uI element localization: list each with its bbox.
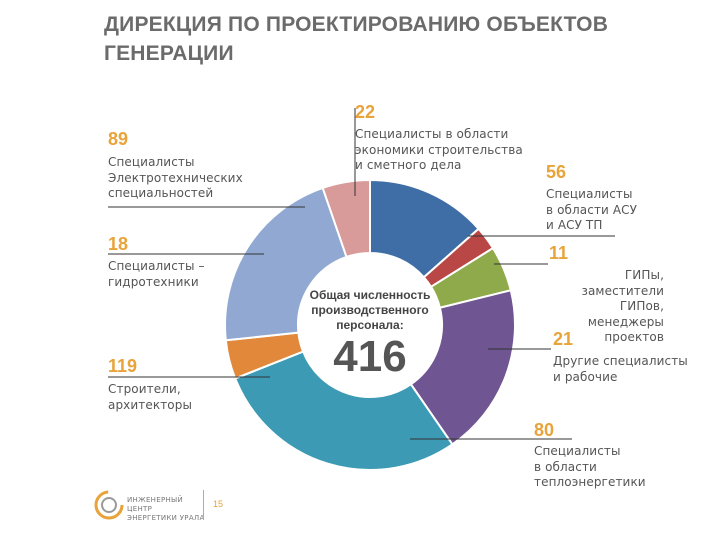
value-gip: 11 (549, 243, 569, 263)
label-asu: Специалисты в области АСУ и АСУ ТП (546, 187, 638, 232)
donut-slice-6 (224, 186, 348, 342)
value-econ: 22 (355, 102, 376, 122)
value-hydro: 18 (108, 234, 129, 254)
label-other: Другие специалисты и рабочие (553, 354, 688, 384)
donut-slices (224, 178, 516, 471)
label-hydro: Специалисты – гидротехники (108, 259, 205, 289)
donut-slice-4 (233, 350, 454, 471)
center-total: 416 (333, 332, 407, 381)
page-number: 15 (213, 499, 224, 509)
footer-divider (203, 490, 204, 520)
company-logo-icon (94, 490, 124, 520)
value-other: 21 (553, 329, 574, 349)
label-gip: ГИПы, заместители ГИПов, менеджеры проекто… (581, 268, 664, 344)
leader-lines (108, 108, 615, 440)
value-heat: 80 (534, 420, 555, 440)
value-build: 119 (108, 356, 138, 376)
label-econ: Специалисты в области экономики строитель… (355, 127, 523, 172)
company-logo-text: ИНЖЕНЕРНЫЙ ЦЕНТР ЭНЕРГЕТИКИ УРАЛА (127, 496, 205, 522)
value-elec: 89 (108, 129, 129, 149)
donut-slice-3 (409, 289, 516, 446)
value-asu: 56 (546, 162, 567, 182)
label-build: Строители, архитекторы (108, 382, 193, 412)
label-heat: Специалисты в области теплоэнергетики (534, 444, 646, 489)
donut-slice-7 (321, 178, 371, 259)
page-title: ДИРЕКЦИЯ ПО ПРОЕКТИРОВАНИЮ ОБЪЕКТОВ ГЕНЕ… (104, 13, 609, 65)
center-label: Общая численность производственного перс… (309, 288, 431, 332)
label-elec: Специалисты Электротехнических специальнос… (108, 155, 243, 200)
